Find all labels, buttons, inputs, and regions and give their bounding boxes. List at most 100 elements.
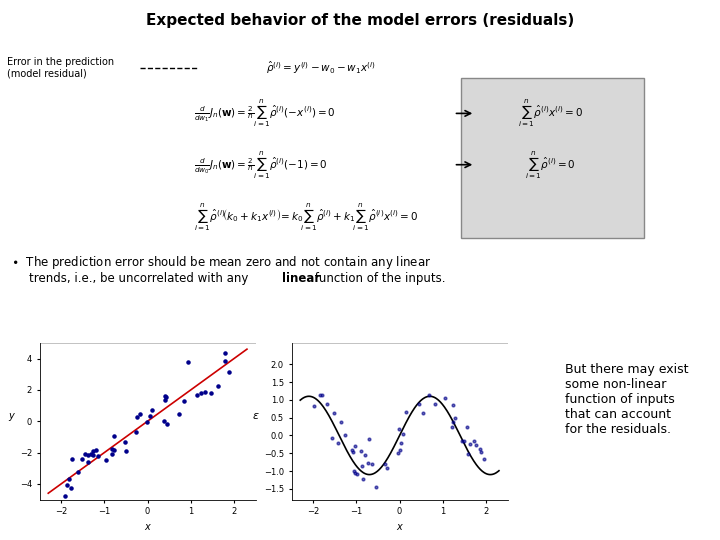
Point xyxy=(222,322,234,330)
Text: $\bullet$  The prediction error should be mean zero and not contain any linear: $\bullet$ The prediction error should be… xyxy=(11,254,431,272)
Text: $\hat{\rho}^{(i)} = y^{(i)} - w_0 - w_1x^{(i)}$: $\hat{\rho}^{(i)} = y^{(i)} - w_0 - w_1x… xyxy=(266,59,377,76)
Point xyxy=(100,456,112,464)
Point xyxy=(449,413,460,422)
Point xyxy=(474,445,485,454)
Point xyxy=(134,409,145,418)
Point xyxy=(356,447,367,456)
Point xyxy=(462,450,474,458)
Point xyxy=(220,348,231,357)
Point xyxy=(182,357,194,366)
Point xyxy=(336,417,347,426)
Point xyxy=(423,390,435,399)
Y-axis label: $\varepsilon$: $\varepsilon$ xyxy=(252,411,259,421)
Point xyxy=(359,451,371,460)
Point xyxy=(59,492,71,501)
Point xyxy=(348,469,360,477)
Point xyxy=(446,423,458,431)
Point xyxy=(178,397,189,406)
Point xyxy=(119,438,130,447)
Point xyxy=(413,399,424,408)
Text: trends, i.e., be uncorrelated with any: trends, i.e., be uncorrelated with any xyxy=(29,272,252,285)
Point xyxy=(462,423,473,432)
Text: linear: linear xyxy=(282,272,320,285)
Point xyxy=(141,417,153,426)
Text: $\sum_{i=1}^{n}\hat{\rho}^{(i)}\!\left(k_0 + k_1 x^{(i)}\right)\!=k_0\!\sum_{i=1: $\sum_{i=1}^{n}\hat{\rho}^{(i)}\!\left(k… xyxy=(194,201,419,233)
Point xyxy=(458,437,469,445)
Point xyxy=(400,408,412,416)
Point xyxy=(90,446,102,454)
Point xyxy=(370,483,382,491)
Point xyxy=(82,450,94,459)
Point xyxy=(366,460,377,469)
Point xyxy=(478,455,490,463)
Point xyxy=(358,475,369,483)
Point xyxy=(205,388,217,397)
Text: Expected behavior of the model errors (residuals): Expected behavior of the model errors (r… xyxy=(146,14,574,29)
Point xyxy=(66,483,77,492)
Point xyxy=(85,449,96,458)
Point xyxy=(349,442,361,450)
Point xyxy=(195,388,207,397)
Point xyxy=(328,409,340,417)
Point xyxy=(348,467,360,476)
Point xyxy=(456,436,468,445)
Point xyxy=(106,450,117,458)
Point xyxy=(356,462,368,470)
Point xyxy=(393,424,405,433)
Point xyxy=(362,458,374,467)
Point xyxy=(429,399,441,408)
Point xyxy=(333,439,344,448)
Point xyxy=(212,382,224,390)
Point xyxy=(470,441,482,449)
Point xyxy=(106,445,117,454)
Point xyxy=(346,446,357,454)
Point xyxy=(223,368,235,376)
Point xyxy=(191,391,202,400)
Point xyxy=(447,401,459,409)
Point xyxy=(87,447,99,455)
Point xyxy=(320,400,332,409)
Point xyxy=(439,394,451,403)
Point xyxy=(351,470,362,479)
Point xyxy=(82,457,94,466)
Point xyxy=(447,418,459,427)
Point xyxy=(314,390,325,399)
Point xyxy=(144,412,156,421)
Text: $\frac{d}{dw_1}J_n(\mathbf{w}) = \frac{2}{n}\sum_{i=1}^{n}\hat{\rho}^{(i)}(-x^{(: $\frac{d}{dw_1}J_n(\mathbf{w}) = \frac{2… xyxy=(194,98,336,129)
Point xyxy=(132,413,143,422)
Y-axis label: y: y xyxy=(9,411,14,421)
Point xyxy=(468,437,480,445)
Text: $\sum_{i=1}^{n}\hat{\rho}^{(i)} = 0$: $\sum_{i=1}^{n}\hat{\rho}^{(i)} = 0$ xyxy=(526,149,576,180)
Point xyxy=(158,417,169,426)
Point xyxy=(464,440,476,448)
FancyBboxPatch shape xyxy=(461,78,644,238)
Point xyxy=(396,438,408,447)
Point xyxy=(417,409,428,417)
Point xyxy=(108,431,120,440)
Text: Error in the prediction
(model residual): Error in the prediction (model residual) xyxy=(7,57,114,78)
Point xyxy=(120,447,132,455)
Point xyxy=(326,434,338,442)
Point xyxy=(87,450,99,459)
Point xyxy=(72,468,84,477)
Text: $\frac{d}{dw_0}J_n(\mathbf{w}) = \frac{2}{n}\sum_{i=1}^{n}\hat{\rho}^{(i)}(-1) =: $\frac{d}{dw_0}J_n(\mathbf{w}) = \frac{2… xyxy=(194,149,328,180)
Point xyxy=(67,455,78,464)
Point xyxy=(161,393,172,401)
Point xyxy=(174,409,185,418)
Point xyxy=(316,390,328,399)
Point xyxy=(76,454,88,463)
Point xyxy=(159,392,171,400)
Point xyxy=(397,429,409,438)
Point xyxy=(364,435,375,444)
Point xyxy=(379,460,391,468)
Point xyxy=(61,481,73,490)
X-axis label: x: x xyxy=(145,522,150,532)
Point xyxy=(340,431,351,440)
Text: But there may exist
some non-linear
function of inputs
that can account
for the : But there may exist some non-linear func… xyxy=(565,363,689,436)
Point xyxy=(475,448,487,456)
Point xyxy=(220,357,231,366)
Point xyxy=(161,420,173,428)
Text: $\sum_{i=1}^{n}\hat{\rho}^{(i)}x^{(i)} = 0$: $\sum_{i=1}^{n}\hat{\rho}^{(i)}x^{(i)} =… xyxy=(518,98,583,129)
Point xyxy=(199,388,211,396)
Point xyxy=(130,428,142,436)
